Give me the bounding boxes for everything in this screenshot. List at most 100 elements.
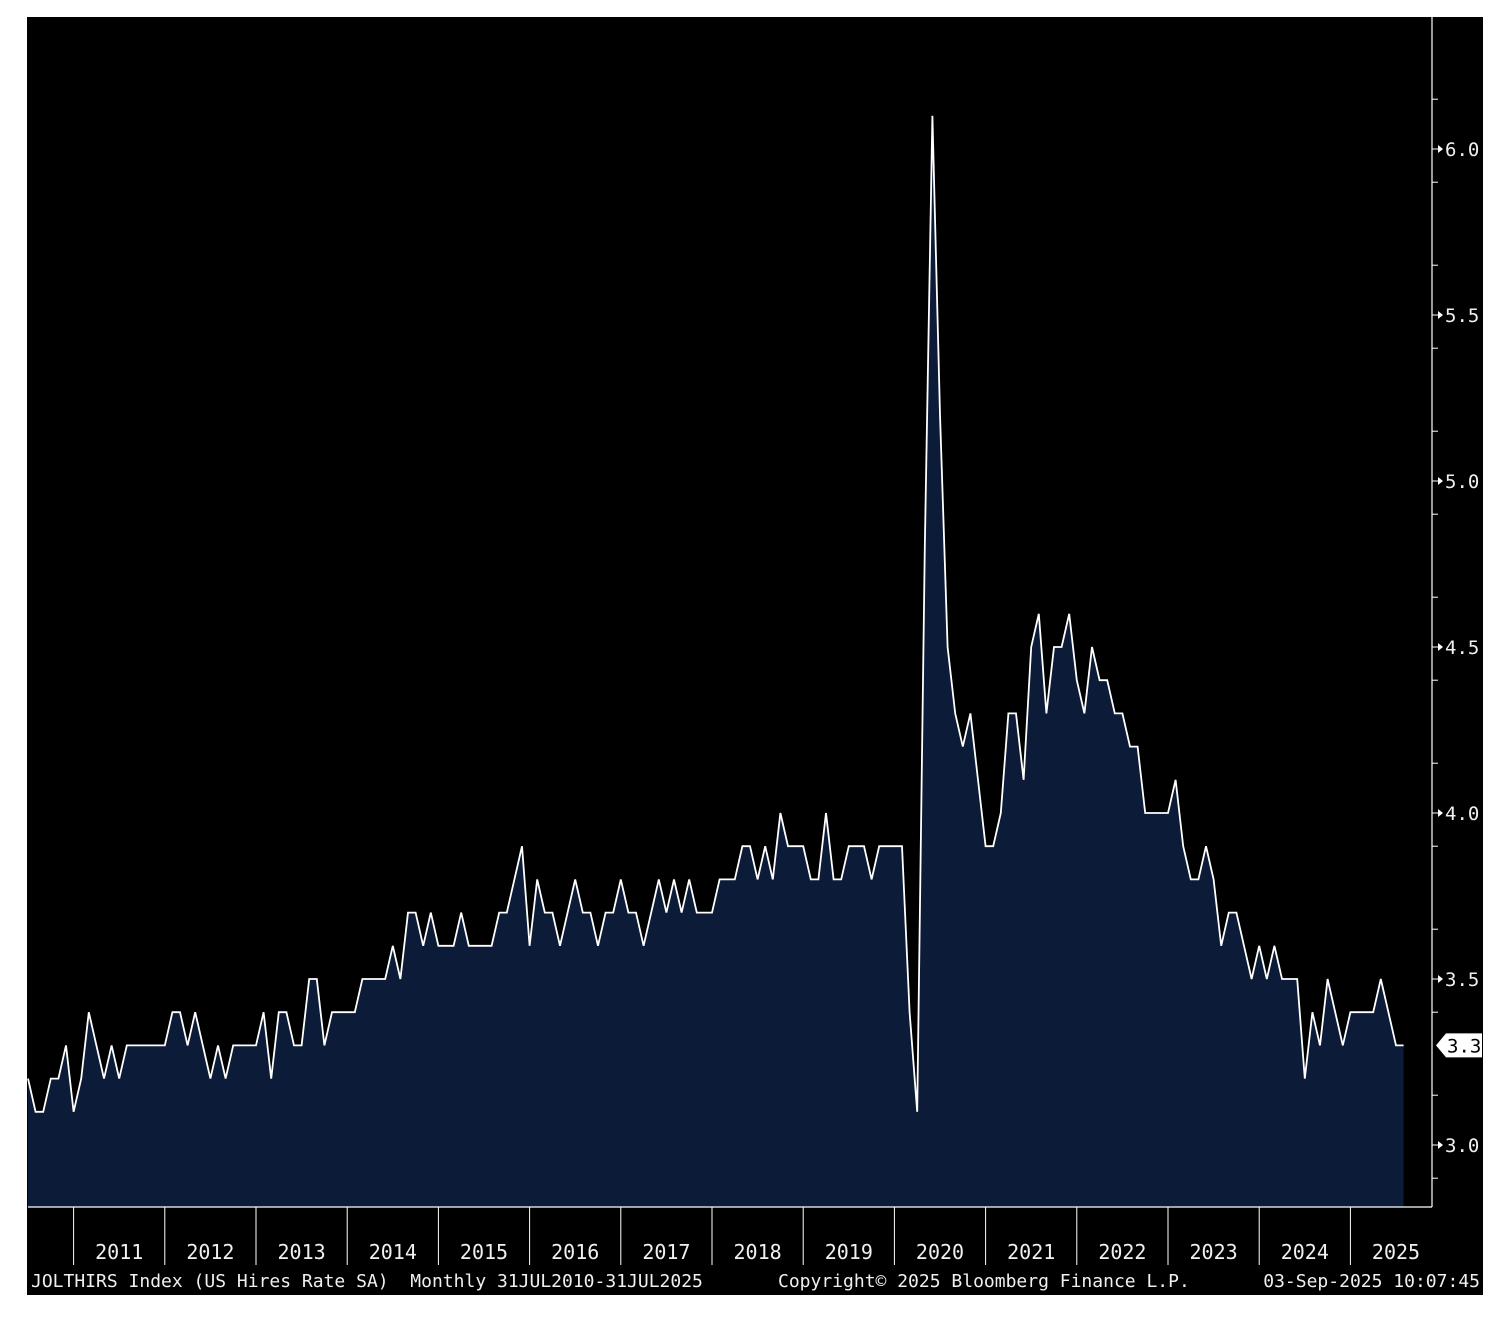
data-point — [316, 978, 318, 980]
data-point — [627, 912, 629, 914]
data-point — [521, 845, 523, 847]
y-tick-label: 4.5 — [1445, 637, 1479, 659]
x-tick-label: 2014 — [369, 1240, 417, 1264]
data-point — [977, 779, 979, 781]
data-point — [240, 1044, 242, 1046]
data-point — [232, 1044, 234, 1046]
data-point — [346, 1011, 348, 1013]
data-point — [589, 912, 591, 914]
data-point — [696, 912, 698, 914]
data-point — [825, 812, 827, 814]
data-point — [749, 845, 751, 847]
data-point — [171, 1011, 173, 1013]
data-point — [453, 945, 455, 947]
data-point — [1190, 878, 1192, 880]
data-point — [1099, 679, 1101, 681]
y-tick-arrow — [1438, 145, 1443, 153]
y-tick-label: 3.5 — [1445, 969, 1479, 991]
y-tick-arrow — [1438, 809, 1443, 817]
data-point — [1106, 679, 1108, 681]
data-point — [833, 878, 835, 880]
data-point — [1357, 1011, 1359, 1013]
data-point — [711, 912, 713, 914]
data-point — [445, 945, 447, 947]
data-point — [468, 945, 470, 947]
data-point — [985, 845, 987, 847]
data-point — [764, 845, 766, 847]
data-point — [111, 1044, 113, 1046]
data-point — [544, 912, 546, 914]
data-point — [688, 878, 690, 880]
data-point — [1159, 812, 1161, 814]
data-point — [643, 945, 645, 947]
data-point — [377, 978, 379, 980]
data-point — [1129, 746, 1131, 748]
y-tick-label: 4.0 — [1445, 803, 1479, 825]
data-point — [1182, 845, 1184, 847]
data-point — [787, 845, 789, 847]
data-point — [848, 845, 850, 847]
data-point — [149, 1044, 151, 1046]
data-point — [141, 1044, 143, 1046]
data-point — [323, 1044, 325, 1046]
data-point — [73, 1111, 75, 1113]
data-point — [734, 878, 736, 880]
data-point — [1152, 812, 1154, 814]
data-point — [650, 912, 652, 914]
data-point — [1372, 1011, 1374, 1013]
data-point — [118, 1078, 120, 1080]
data-point — [1403, 1044, 1405, 1046]
data-point — [179, 1011, 181, 1013]
data-point — [361, 978, 363, 980]
copyright-text: Copyright© 2025 Bloomberg Finance L.P. — [778, 1271, 1190, 1292]
data-point — [65, 1044, 67, 1046]
x-tick-label: 2011 — [95, 1240, 143, 1264]
data-point — [1228, 912, 1230, 914]
data-point — [301, 1044, 303, 1046]
data-point — [1213, 878, 1215, 880]
data-point — [878, 845, 880, 847]
data-point — [1007, 712, 1009, 714]
data-point — [1076, 679, 1078, 681]
data-point — [947, 646, 949, 648]
data-point — [863, 845, 865, 847]
data-point — [506, 912, 508, 914]
data-point — [483, 945, 485, 947]
data-point — [187, 1044, 189, 1046]
data-point — [567, 912, 569, 914]
data-point — [757, 878, 759, 880]
y-tick-label: 6.0 — [1445, 139, 1479, 161]
data-point — [1197, 878, 1199, 880]
data-point — [741, 845, 743, 847]
data-point — [384, 978, 386, 980]
data-point — [1038, 613, 1040, 615]
data-point — [1091, 646, 1093, 648]
data-point — [1289, 978, 1291, 980]
data-point — [430, 912, 432, 914]
y-tick-arrow — [1438, 975, 1443, 983]
data-point — [50, 1078, 52, 1080]
data-point — [1000, 812, 1002, 814]
last-value-label: 3.3 — [1447, 1035, 1481, 1057]
data-point — [103, 1078, 105, 1080]
data-point — [969, 712, 971, 714]
data-point — [1327, 978, 1329, 980]
data-point — [369, 978, 371, 980]
y-tick-arrow — [1438, 477, 1443, 485]
data-point — [1273, 945, 1275, 947]
data-point — [1083, 712, 1085, 714]
data-point — [1167, 812, 1169, 814]
data-point — [939, 414, 941, 416]
data-point — [42, 1111, 44, 1113]
data-point — [719, 878, 721, 880]
data-point — [415, 912, 417, 914]
data-point — [293, 1044, 295, 1046]
data-point — [88, 1011, 90, 1013]
data-point — [536, 878, 538, 880]
data-point — [1380, 978, 1382, 980]
data-point — [263, 1011, 265, 1013]
x-tick-label: 2017 — [642, 1240, 690, 1264]
data-point — [924, 546, 926, 548]
data-point — [597, 945, 599, 947]
